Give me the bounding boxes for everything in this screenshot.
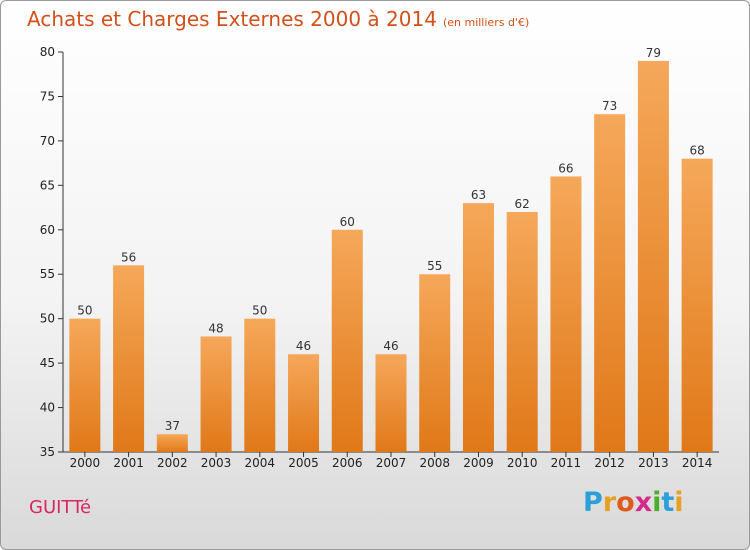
y-tick-label: 45 bbox=[40, 356, 55, 370]
bar-value-label: 46 bbox=[296, 339, 311, 353]
x-tick-label: 2003 bbox=[201, 456, 232, 470]
logo-letter: o bbox=[616, 487, 635, 518]
y-tick-label: 50 bbox=[40, 312, 55, 326]
bar-value-label: 50 bbox=[77, 304, 92, 318]
bar bbox=[462, 203, 494, 452]
axes: 35 40 45 50 55 60 65 70 75 80 2000 2001 2002 2003 2004… bbox=[40, 45, 719, 470]
y-tick-label: 60 bbox=[40, 223, 55, 237]
logo-letter: i bbox=[652, 487, 662, 518]
x-tick-label: 2002 bbox=[157, 456, 188, 470]
bar bbox=[69, 318, 101, 452]
y-tick-label: 70 bbox=[40, 134, 55, 148]
x-tick-label: 2004 bbox=[245, 456, 276, 470]
bar-value-label: 56 bbox=[121, 250, 136, 264]
bar-value-label: 55 bbox=[427, 259, 442, 273]
bar bbox=[113, 265, 145, 452]
bar bbox=[419, 274, 451, 452]
bar-value-label: 50 bbox=[252, 304, 267, 318]
bar bbox=[550, 176, 582, 452]
commune-name: GUITTé bbox=[29, 497, 92, 518]
bar bbox=[200, 336, 232, 452]
bar bbox=[375, 354, 407, 452]
logo-letter: t bbox=[661, 487, 675, 518]
bar bbox=[594, 114, 626, 452]
y-tick-label: 80 bbox=[40, 45, 55, 59]
x-tick-label: 2013 bbox=[638, 456, 669, 470]
logo-letter: P bbox=[583, 487, 603, 518]
logo-letter: r bbox=[602, 487, 617, 518]
y-tick-label: 55 bbox=[40, 267, 55, 281]
y-tick-label: 75 bbox=[40, 89, 55, 103]
chart-title: Achats et Charges Externes 2000 à 2014 (e… bbox=[27, 7, 529, 31]
x-tick-label: 2010 bbox=[507, 456, 538, 470]
proxiti-logo: Proxiti bbox=[583, 487, 684, 518]
bar bbox=[288, 354, 320, 452]
y-tick-label: 65 bbox=[40, 178, 55, 192]
chart-subtitle: (en milliers d'€) bbox=[442, 16, 530, 29]
bar-value-label: 62 bbox=[515, 197, 530, 211]
bar bbox=[506, 212, 538, 452]
bar bbox=[681, 158, 713, 452]
bar bbox=[331, 229, 363, 452]
x-tick-label: 2006 bbox=[332, 456, 363, 470]
x-tick-label: 2001 bbox=[113, 456, 144, 470]
x-tick-label: 2007 bbox=[376, 456, 407, 470]
x-tick-label: 2008 bbox=[419, 456, 450, 470]
bar-value-label: 73 bbox=[602, 99, 617, 113]
bar-value-label: 48 bbox=[208, 321, 223, 335]
y-tick-label: 35 bbox=[40, 445, 55, 459]
bar-value-label: 79 bbox=[646, 46, 661, 60]
bar-value-label: 63 bbox=[471, 188, 486, 202]
chart-title-text: Achats et Charges Externes 2000 à 2014 bbox=[27, 7, 437, 31]
bar-value-label: 68 bbox=[689, 144, 704, 158]
bar-value-label: 66 bbox=[558, 161, 573, 175]
logo-letter: x bbox=[634, 487, 653, 518]
y-tick-label: 40 bbox=[40, 401, 55, 415]
logo-letter: i bbox=[674, 487, 684, 518]
x-tick-label: 2009 bbox=[463, 456, 494, 470]
bar bbox=[244, 318, 276, 452]
x-tick-label: 2012 bbox=[594, 456, 625, 470]
bars: 50 56 37 48 50 46 60 46 55 63 62 66 73 79 68 bbox=[69, 46, 713, 453]
bar bbox=[637, 60, 669, 453]
x-tick-label: 2000 bbox=[70, 456, 101, 470]
bar-value-label: 60 bbox=[340, 215, 355, 229]
bar-value-label: 37 bbox=[165, 419, 180, 433]
bar-value-label: 46 bbox=[383, 339, 398, 353]
x-tick-label: 2005 bbox=[288, 456, 319, 470]
x-tick-label: 2014 bbox=[682, 456, 713, 470]
x-tick-label: 2011 bbox=[551, 456, 582, 470]
bar bbox=[156, 434, 188, 452]
